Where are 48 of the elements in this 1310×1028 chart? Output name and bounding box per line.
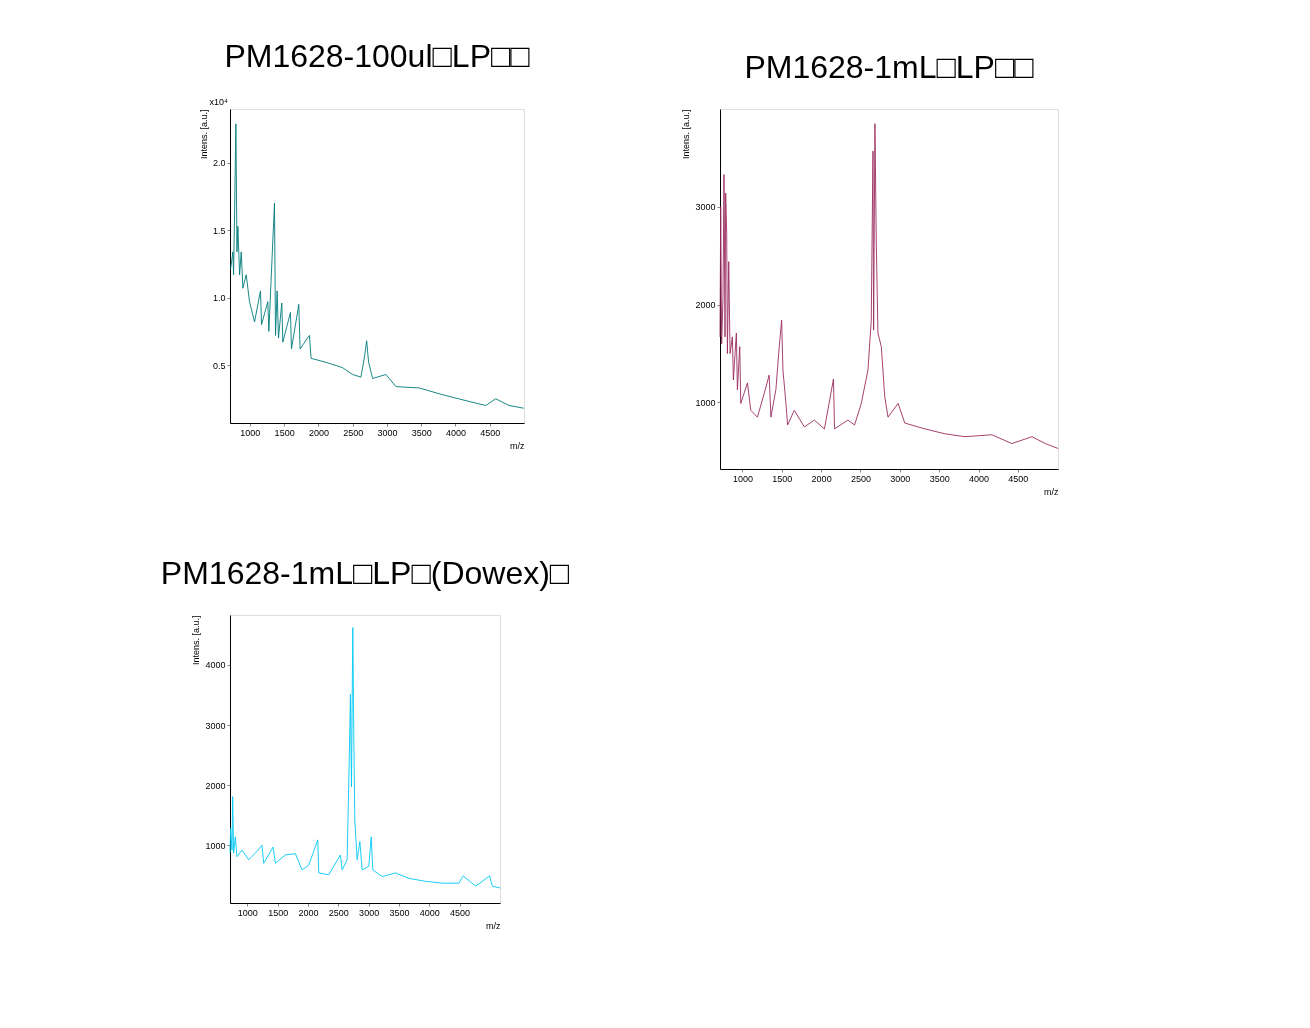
chart-title: PM1628-100ul□LP□□ xyxy=(224,38,531,74)
y-tick-label: 4000 xyxy=(205,660,226,671)
x-tick-label: 4000 xyxy=(419,907,440,918)
line-series xyxy=(719,123,1059,449)
y-axis-title: Intens. [a.u.] xyxy=(681,109,692,160)
y-tick-label: 1000 xyxy=(695,397,716,408)
x-tick-label: 2000 xyxy=(811,473,832,484)
x-tick-label: 3000 xyxy=(890,473,911,484)
x-tick-label: 1000 xyxy=(237,907,258,918)
x-tick-label: 4000 xyxy=(445,427,466,438)
y-tick-label: 3000 xyxy=(695,202,716,213)
y-tick-label: 3000 xyxy=(205,720,226,731)
x-tick-label: 1500 xyxy=(268,907,289,918)
y-tick-label: 1000 xyxy=(205,840,226,851)
x-tick-label: 1500 xyxy=(772,473,793,484)
x-tick-label: 4000 xyxy=(969,473,990,484)
y-axis-title: Intens. [a.u.] xyxy=(191,615,202,666)
x-tick-label: 2500 xyxy=(850,473,871,484)
y-tick-label: 1.0 xyxy=(212,293,226,304)
y-tick-label: 2000 xyxy=(205,780,226,791)
x-tick-label: 3500 xyxy=(389,907,410,918)
x-tick-label: 1500 xyxy=(274,427,295,438)
text: x10⁴ xyxy=(209,97,229,107)
line-series xyxy=(229,627,501,889)
line-series xyxy=(230,123,525,409)
x-tick-label: 2500 xyxy=(343,427,364,438)
x-tick-label: 3000 xyxy=(359,907,380,918)
y-tick-label: 2.0 xyxy=(212,158,226,169)
x-tick-label: 4500 xyxy=(1008,473,1029,484)
x-tick-label: 3500 xyxy=(411,427,432,438)
x-axis-title: m/z xyxy=(486,920,501,931)
x-tick-label: 4500 xyxy=(480,427,501,438)
x-tick-label: 1000 xyxy=(240,427,261,438)
chart-title: PM1628-1mL□LP□□ xyxy=(744,49,1035,85)
chart-title: PM1628-1mL□LP□(Dowex)□ xyxy=(160,555,570,591)
x-tick-label: 1000 xyxy=(732,473,753,484)
x-tick-label: 2000 xyxy=(308,427,329,438)
x-tick-label: 3500 xyxy=(929,473,950,484)
x-tick-label: 2000 xyxy=(298,907,319,918)
y-tick-label: 2000 xyxy=(695,300,716,311)
y-axis-title: Intens. [a.u.] xyxy=(198,109,209,160)
x-axis-title: m/z xyxy=(1044,486,1059,497)
x-tick-label: 2500 xyxy=(328,907,349,918)
y-tick-label: 0.5 xyxy=(212,360,226,371)
x-axis-title: m/z xyxy=(510,440,525,451)
y-tick-label: 1.5 xyxy=(212,225,226,236)
x-tick-label: 4500 xyxy=(450,907,471,918)
x-tick-label: 3000 xyxy=(377,427,398,438)
